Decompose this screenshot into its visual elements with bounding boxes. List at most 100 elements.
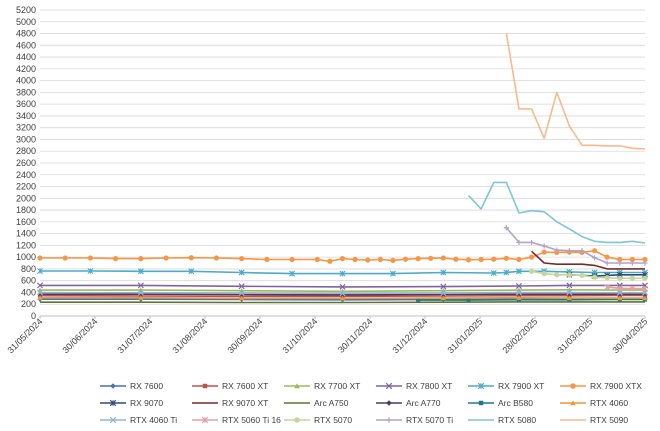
series-rtx-4060 bbox=[37, 295, 648, 301]
legend-label: RTX 4060 Ti bbox=[130, 415, 177, 425]
legend-item-rtx-5090: RTX 5090 bbox=[560, 415, 628, 425]
series-arc-a750 bbox=[40, 301, 645, 304]
data-point bbox=[566, 289, 573, 296]
series-line-arc-a750 bbox=[40, 301, 645, 304]
data-point bbox=[566, 282, 573, 289]
y-tick-label: 1000 bbox=[16, 252, 36, 262]
x-tick-label: 31/10/2024 bbox=[280, 316, 319, 355]
legend-label: RTX 5060 Ti 16 bbox=[222, 415, 281, 425]
legend-item-rx-7700-xt: RX 7700 XT bbox=[284, 381, 360, 391]
data-point bbox=[440, 295, 446, 301]
data-point bbox=[339, 256, 346, 262]
y-tick-label: 400 bbox=[21, 287, 36, 297]
legend-label: Arc B580 bbox=[498, 398, 533, 408]
x-tick-label: 30/06/2024 bbox=[60, 316, 99, 355]
data-point bbox=[528, 254, 535, 260]
data-point bbox=[503, 269, 510, 276]
y-tick-label: 4200 bbox=[16, 64, 36, 74]
x-tick-label: 31/05/2024 bbox=[5, 316, 44, 355]
data-point bbox=[365, 257, 371, 263]
y-tick-label: 3400 bbox=[16, 111, 36, 121]
data-point bbox=[440, 255, 446, 261]
data-point bbox=[389, 270, 396, 277]
legend-label: RX 7900 XTX bbox=[590, 381, 642, 391]
legend-label: RX 7600 XT bbox=[222, 381, 268, 391]
data-point bbox=[402, 256, 409, 262]
y-tick-label: 200 bbox=[21, 299, 36, 309]
data-point bbox=[604, 275, 610, 281]
legend-label: RX 7600 bbox=[130, 381, 163, 391]
series-rtx-5060-ti-16 bbox=[604, 284, 648, 292]
x-axis: 31/05/2024 30/06/2024 31/07/2024 31/08/2024… bbox=[5, 315, 649, 355]
y-tick-label: 4800 bbox=[16, 29, 36, 39]
y-tick-label: 4400 bbox=[16, 52, 36, 62]
data-point bbox=[138, 256, 144, 262]
y-tick-label: 2400 bbox=[16, 170, 36, 180]
x-tick-label: 30/04/2025 bbox=[610, 316, 649, 355]
data-point bbox=[629, 256, 635, 263]
y-tick-label: 4000 bbox=[16, 76, 36, 86]
data-point bbox=[239, 291, 245, 298]
y-tick-label: 3000 bbox=[16, 134, 36, 144]
x-tick-label: 31/07/2024 bbox=[115, 316, 154, 355]
data-point bbox=[617, 256, 623, 263]
data-point bbox=[289, 256, 295, 263]
y-tick-label: 2000 bbox=[16, 193, 36, 203]
legend-marker bbox=[109, 399, 117, 407]
y-tick-label: 0 bbox=[31, 311, 36, 321]
legend-marker bbox=[110, 383, 116, 389]
series-rx-7900-xtx bbox=[37, 248, 648, 264]
legend-marker bbox=[570, 383, 576, 389]
data-point bbox=[137, 282, 144, 289]
data-point bbox=[339, 290, 346, 297]
y-tick-label: 2600 bbox=[16, 158, 36, 168]
data-point bbox=[339, 283, 346, 290]
legend-marker bbox=[477, 382, 485, 390]
data-point bbox=[566, 248, 572, 254]
y-tick-label: 3800 bbox=[16, 87, 36, 97]
series-rtx-5090 bbox=[505, 33, 646, 150]
data-point bbox=[591, 255, 598, 261]
data-point bbox=[617, 295, 623, 301]
data-point bbox=[390, 257, 396, 263]
series-line-rtx-5060-ti-16 bbox=[607, 286, 645, 290]
legend: RX 7600 RX 7600 XT RX 7700 XT RX 7800 XT RX … bbox=[100, 381, 642, 425]
data-point bbox=[516, 239, 522, 246]
data-point bbox=[87, 255, 94, 261]
legend-item-rtx-5070: RTX 5070 bbox=[284, 415, 352, 425]
data-point bbox=[339, 270, 346, 277]
data-point bbox=[327, 258, 333, 264]
legend-label: RX 7800 XT bbox=[406, 381, 452, 391]
y-tick-label: 600 bbox=[21, 276, 36, 286]
data-point bbox=[566, 272, 572, 278]
data-point bbox=[591, 248, 598, 254]
legend-label: RTX 5070 bbox=[314, 415, 352, 425]
data-point bbox=[377, 256, 383, 263]
x-tick-label: 31/01/2025 bbox=[445, 316, 484, 355]
data-point bbox=[36, 282, 44, 289]
x-tick-label: 31/03/2025 bbox=[555, 316, 594, 355]
data-point bbox=[137, 268, 144, 275]
x-tick-label: 31/12/2024 bbox=[390, 316, 429, 355]
legend-item-arc-a750: Arc A750 bbox=[284, 398, 349, 408]
y-tick-label: 4600 bbox=[16, 40, 36, 50]
y-tick-label: 5000 bbox=[16, 17, 36, 27]
y-tick-label: 2800 bbox=[16, 146, 36, 156]
legend-item-rx-7800-xt: RX 7800 XT bbox=[376, 381, 452, 391]
y-tick-label: 2200 bbox=[16, 182, 36, 192]
data-point bbox=[188, 255, 194, 261]
data-point bbox=[604, 254, 610, 260]
legend-marker bbox=[201, 416, 209, 424]
series-rx-7800-xt bbox=[36, 282, 649, 290]
legend-marker bbox=[570, 400, 576, 406]
data-point bbox=[541, 243, 547, 249]
legend-item-rx-9070: RX 9070 bbox=[100, 398, 163, 408]
data-point bbox=[629, 285, 636, 292]
data-point bbox=[37, 295, 43, 300]
data-point bbox=[515, 282, 522, 290]
legend-item-rtx-5080: RTX 5080 bbox=[468, 415, 536, 425]
legend-item-rtx-5060-ti-16: RTX 5060 Ti 16 bbox=[192, 415, 281, 425]
legend-marker bbox=[294, 417, 300, 423]
legend-item-rx-7900-xtx: RX 7900 XTX bbox=[560, 381, 642, 391]
legend-label: RX 9070 XT bbox=[222, 398, 268, 408]
